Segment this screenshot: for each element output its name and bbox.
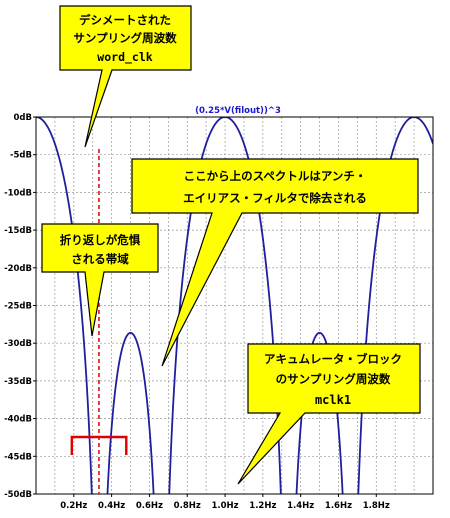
y-tick-label: -5dB (10, 151, 32, 161)
callout-mclk-shape (237, 343, 421, 485)
callout-word-clk-line3: word_clk (97, 50, 152, 65)
x-tick-label: 0.8Hz (174, 501, 201, 511)
callout-spectrum-line1: ここから上のスペクトルはアンチ・ (184, 169, 367, 183)
x-tick-label: 1.4Hz (287, 501, 314, 511)
callout-spectrum-shape (131, 158, 419, 367)
chart-title: (0.25*V(filout))^3 (195, 106, 281, 116)
alias-marker (70, 149, 128, 494)
curve-layer (36, 117, 433, 494)
callout-mclk: アキュムレータ・ブロック のサンプリング周波数 mclk1 (237, 343, 421, 485)
callout-word-clk: デシメートされた サンプリング周波数 word_clk (59, 5, 192, 148)
callout-mclk-line1: アキュムレータ・ブロック (264, 352, 402, 366)
y-axis: 0dB -5dB -10dB -15dB -20dB -25dB -30dB -35dB -40… (4, 113, 36, 500)
response-curve (36, 117, 433, 494)
callout-word-clk-line2: サンプリング周波数 (73, 31, 177, 45)
y-tick-label: -20dB (4, 264, 32, 274)
callout-mclk-line2: のサンプリング周波数 (276, 372, 391, 386)
alias-band-bracket (70, 435, 128, 455)
x-tick-label: 1.2Hz (249, 501, 276, 511)
x-tick-label: 0.4Hz (98, 501, 125, 511)
callout-mclk-line3: mclk1 (315, 393, 351, 407)
callout-word-clk-shape (59, 5, 192, 148)
callout-spectrum: ここから上のスペクトルはアンチ・ エイリアス・フィルタで除去される (131, 158, 419, 367)
y-tick-label: -15dB (4, 226, 32, 236)
callout-spectrum-line2: エイリアス・フィルタで除去される (183, 191, 367, 205)
x-axis: 0.2Hz 0.4Hz 0.6Hz 0.8Hz 1.0Hz 1.2Hz 1.4Hz 1.6Hz… (60, 494, 390, 511)
y-tick-label: -35dB (4, 377, 32, 387)
y-tick-label: -10dB (4, 188, 32, 198)
x-tick-label: 1.6Hz (325, 501, 352, 511)
callout-alias-band-line1: 折り返しが危惧 (60, 233, 141, 247)
callout-alias-band-line2: される帯域 (71, 252, 129, 266)
y-tick-label: -50dB (4, 490, 32, 500)
callout-word-clk-line1: デシメートされた (79, 13, 171, 27)
y-tick-label: 0dB (14, 113, 32, 123)
y-tick-label: -45dB (4, 452, 32, 462)
callout-alias-band: 折り返しが危惧 される帯域 (41, 223, 159, 337)
x-tick-label: 1.0Hz (211, 501, 238, 511)
y-tick-label: -40dB (4, 415, 32, 425)
y-tick-label: -30dB (4, 339, 32, 349)
y-tick-label: -25dB (4, 302, 32, 312)
x-tick-label: 0.6Hz (136, 501, 163, 511)
x-tick-label: 0.2Hz (60, 501, 87, 511)
x-tick-label: 1.8Hz (363, 501, 390, 511)
callout-alias-band-shape (41, 223, 159, 337)
